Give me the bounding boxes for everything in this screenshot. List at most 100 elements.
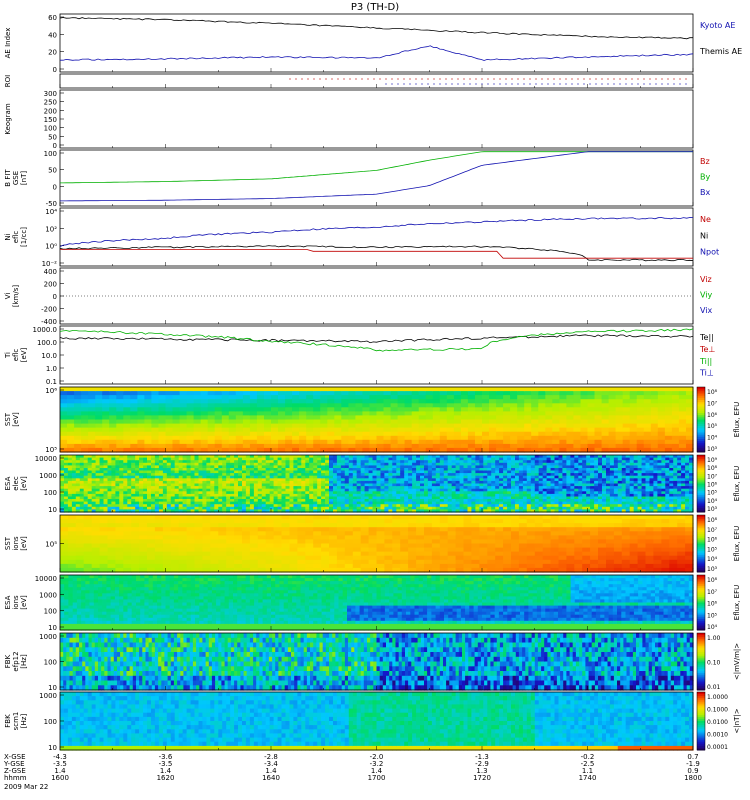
- fbk1-ytick: 10: [48, 684, 57, 692]
- xaxis-tick-y: -1.9: [686, 760, 700, 768]
- keogram-panel-frame: [59, 89, 694, 149]
- esa1-ytick: 100: [44, 489, 57, 497]
- ni-panel-frame: [59, 207, 694, 267]
- vi-ytick: -400: [41, 318, 57, 326]
- sst2-colorbar: [696, 514, 706, 573]
- roi-markers: [289, 78, 687, 85]
- sst1-ylabel: [eV]: [12, 412, 20, 427]
- xaxis-tick-t: 1800: [684, 774, 702, 782]
- esa1-ytick: 1000: [39, 472, 57, 480]
- esa1-cbar-tick: 10⁷: [707, 473, 718, 480]
- esa1-cbar-label: Eflux, EFU: [733, 466, 741, 501]
- series-bx: [60, 151, 693, 202]
- fbk2-ylabel: [Hz]: [20, 714, 28, 729]
- xaxis-tick-t: 1620: [157, 774, 175, 782]
- bfit-panel-frame: [59, 149, 694, 207]
- sst1-cbar-tick: 10³: [707, 446, 718, 453]
- esa1-ylabel: [eV]: [20, 476, 28, 491]
- sst2-cbar-tick: 10³: [707, 566, 718, 573]
- sst2-spectrogram: [60, 515, 694, 573]
- fbk1-spectrogram: [60, 633, 694, 691]
- ae-ytick: 20: [48, 49, 57, 57]
- sst1-cbar-label: Eflux, EFU: [733, 402, 741, 437]
- series-by: [60, 151, 693, 184]
- esa2-ytick: 10: [48, 624, 57, 632]
- fbk2-ytick: 10: [48, 744, 57, 752]
- esa1-ytick: 10: [48, 506, 57, 514]
- xaxis-tick-z: 0.9: [687, 767, 698, 775]
- ti-ytick: 1.0: [46, 365, 57, 373]
- esa1-cbar-tick: 10⁵: [707, 490, 718, 497]
- ti-ylabel: [eV]: [20, 347, 28, 362]
- sst2-cbar-tick: 10⁵: [707, 546, 718, 553]
- sst1-ytick: 10⁶: [45, 387, 57, 395]
- esa2-ylabel: ESA: [4, 595, 12, 609]
- sst2-ylabel: ions: [12, 536, 20, 551]
- ti-ytick: 0.1: [46, 378, 57, 386]
- sst2-cbar-label: Eflux, EFU: [733, 526, 741, 561]
- esa1-cbar-tick: 10⁴: [707, 498, 718, 505]
- sst2-cbar-tick: 10⁴: [707, 556, 718, 563]
- bfit-ylabel: [nT]: [20, 171, 28, 185]
- xaxis-tick-z: 1.3: [476, 767, 487, 775]
- xaxis-row-label: Y-GSE: [3, 760, 25, 768]
- fbk2-spectrogram: [60, 692, 694, 751]
- vi-legend-entry: Viz: [700, 275, 712, 284]
- ni-ytick: 10⁰: [45, 243, 57, 251]
- ni-ylabel: Ni: [4, 233, 12, 240]
- fbk2-cbar-tick: 0.0010: [707, 732, 728, 739]
- fbk2-cbar-label: <|nT|>: [733, 708, 741, 733]
- bfit-ylabel: GSE: [12, 171, 20, 185]
- series-ti: [59, 328, 694, 352]
- fbk1-cbar-label: <|mV/m|>: [733, 643, 741, 680]
- esa2-ytick: 10000: [35, 575, 57, 583]
- xaxis-tick-x: -3.6: [159, 753, 173, 761]
- esa1-ytick: 10000: [35, 455, 57, 463]
- ni-ytick: 10⁴: [45, 208, 57, 216]
- ti-ylabel: eflc: [12, 349, 20, 362]
- xaxis-tick-z: 1.1: [582, 767, 593, 775]
- vi-ylabel: Vi: [4, 293, 12, 300]
- xaxis-row-label: Z-GSE: [4, 767, 26, 775]
- xaxis-tick-x: -1.3: [475, 753, 489, 761]
- esa1-cbar-tick: 10⁹: [707, 457, 718, 464]
- esa2-ylabel: [eV]: [20, 595, 28, 610]
- esa2-spectrogram: [60, 575, 694, 631]
- xaxis-tick-y: -3.4: [264, 760, 278, 768]
- xaxis-tick-t: 1720: [473, 774, 491, 782]
- xaxis-row-label: X-GSE: [4, 753, 26, 761]
- vi-ytick: 0: [53, 293, 57, 301]
- vi-ytick: 200: [44, 281, 57, 289]
- xaxis-tick-x: -0.2: [581, 753, 595, 761]
- ti-ytick: 10.0: [41, 352, 57, 360]
- keogram-ytick: 100: [44, 125, 57, 133]
- vi-ytick: -200: [41, 306, 57, 314]
- ae-ytick: 60: [48, 14, 57, 22]
- esa1-cbar-tick: 10³: [707, 506, 718, 513]
- xaxis-tick-y: -3.5: [159, 760, 173, 768]
- xaxis-tick-x: 0.7: [687, 753, 698, 761]
- series-ne: [60, 249, 693, 259]
- sst1-cbar-tick: 10⁶: [707, 412, 718, 419]
- fbk1-colorbar: [696, 632, 706, 691]
- bfit-ytick: 50: [48, 167, 57, 175]
- esa2-ytick: 1000: [39, 591, 57, 599]
- esa1-spectrogram: [60, 455, 694, 513]
- keogram-ytick: 0: [53, 142, 57, 150]
- fbk2-ylabel: scm1: [12, 712, 20, 731]
- keogram-ytick: 50: [48, 133, 57, 141]
- sst1-cbar-tick: 10⁵: [707, 423, 718, 430]
- series-themisae: [60, 45, 694, 61]
- bfit-ytick: 0: [53, 183, 57, 191]
- fbk2-cbar-tick: 0.0100: [707, 719, 728, 726]
- series-ni: [59, 245, 694, 262]
- sst2-cbar-tick: 10⁷: [707, 527, 718, 534]
- fbk1-ylabel: efp12: [12, 651, 20, 671]
- fbk1-cbar-tick: 0.10: [707, 660, 721, 667]
- bfit-ylabel: B FIT: [4, 169, 12, 187]
- bfit-legend-entry: Bz: [700, 157, 710, 166]
- ni-legend-entry: Ni: [700, 231, 708, 240]
- sst1-ytick: 10⁵: [45, 446, 57, 454]
- xaxis-tick-z: 1.4: [160, 767, 172, 775]
